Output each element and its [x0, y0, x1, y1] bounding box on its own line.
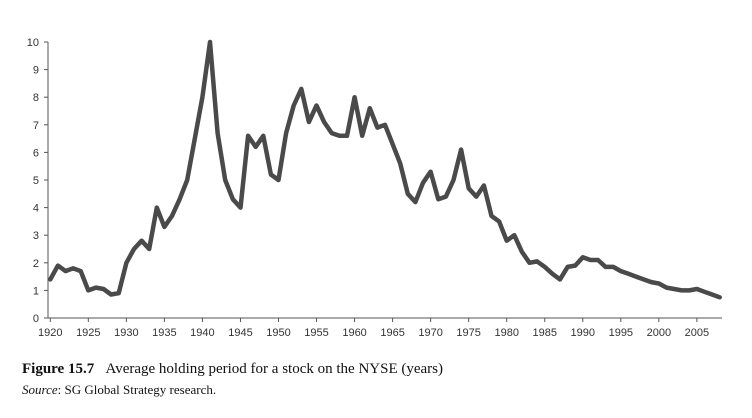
- y-tick-label: 8: [33, 92, 39, 104]
- source-text: : SG Global Strategy research.: [57, 382, 217, 397]
- x-tick-label: 1950: [266, 327, 290, 339]
- x-tick-label: 1995: [609, 327, 633, 339]
- y-tick-label: 6: [33, 147, 39, 159]
- y-tick-label: 2: [33, 258, 39, 270]
- x-tick-label: 1965: [380, 327, 404, 339]
- x-tick-label: 1980: [494, 327, 518, 339]
- y-tick-label: 5: [33, 175, 39, 187]
- line-chart: 0 1 2 3 4 5 6 7 8 9 10 1920 1925 1930 1935 1940 1945 195…: [27, 37, 722, 339]
- x-tick-label: 1975: [456, 327, 480, 339]
- x-tick-label: 1925: [76, 327, 100, 339]
- x-tick-label: 1960: [342, 327, 366, 339]
- y-tick-label: 0: [33, 313, 39, 325]
- x-tick-label: 2005: [685, 327, 709, 339]
- x-tick-label: 1970: [418, 327, 442, 339]
- y-tick-label: 9: [33, 65, 39, 77]
- source-note: Source: SG Global Strategy research.: [22, 382, 216, 398]
- figure-caption: Figure 15.7 Average holding period for a…: [22, 361, 443, 378]
- x-tick-label: 1930: [114, 327, 138, 339]
- y-tick-label: 7: [33, 120, 39, 132]
- y-tick-label: 3: [33, 230, 39, 242]
- x-tick-label: 1920: [38, 327, 62, 339]
- y-tick-label: 4: [33, 203, 39, 215]
- x-ticks: 1920 1925 1930 1935 1940 1945 1950 1955 1960 1965…: [38, 318, 709, 339]
- y-tick-label: 10: [27, 37, 39, 49]
- y-ticks: 0 1 2 3 4 5 6 7 8 9 10: [27, 37, 48, 325]
- x-tick-label: 2000: [647, 327, 671, 339]
- x-tick-label: 1990: [571, 327, 595, 339]
- source-label: Source: [22, 382, 58, 397]
- figure-label: Figure 15.7: [22, 361, 95, 377]
- x-tick-label: 1940: [190, 327, 214, 339]
- y-tick-label: 1: [33, 285, 39, 297]
- x-tick-label: 1955: [304, 327, 328, 339]
- x-tick-label: 1935: [152, 327, 176, 339]
- series-line: [48, 39, 722, 300]
- x-tick-label: 1985: [533, 327, 557, 339]
- x-tick-label: 1945: [228, 327, 252, 339]
- caption-text: Average holding period for a stock on th…: [105, 361, 444, 377]
